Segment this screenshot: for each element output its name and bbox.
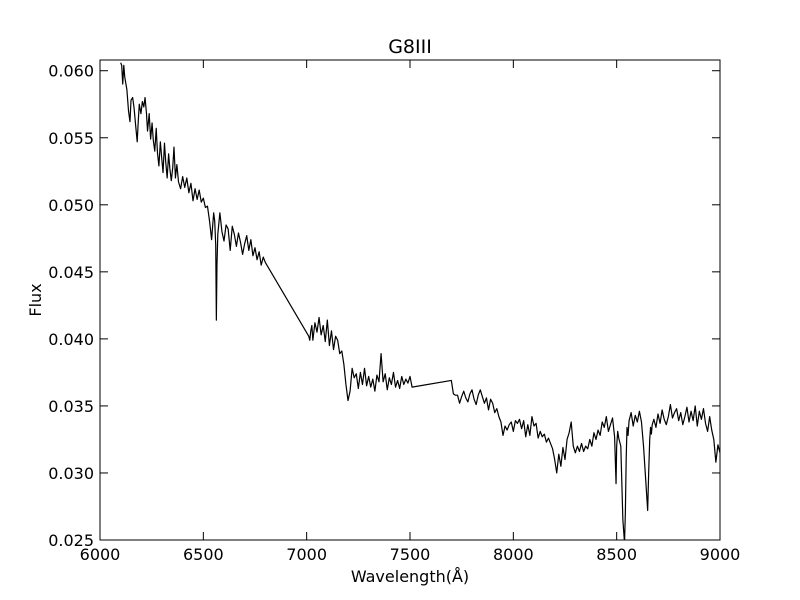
x-tick-label: 6000: [80, 545, 121, 564]
x-tick-label: 8000: [493, 545, 534, 564]
y-tick-label: 0.045: [48, 263, 94, 282]
series-layer: [120, 62, 720, 540]
y-tick-label: 0.050: [48, 196, 94, 215]
y-tick-label: 0.060: [48, 62, 94, 81]
y-axis-label: Flux: [26, 283, 45, 316]
y-tick-label: 0.035: [48, 397, 94, 416]
x-axis: 6000 6500 7000 7500 8000 8500 9000: [80, 60, 741, 564]
plot-area: [99, 59, 721, 541]
y-axis: 0.025 0.030 0.035 0.040 0.045 0.050 0.055 0.060: [48, 62, 720, 550]
y-tick-label: 0.055: [48, 129, 94, 148]
y-tick-label: 0.025: [48, 531, 94, 550]
x-axis-label: Wavelength(Å): [351, 567, 469, 586]
chart-title: G8III: [388, 36, 432, 58]
x-tick-label: 7000: [286, 545, 327, 564]
x-tick-label: 8500: [596, 545, 637, 564]
x-tick-label: 7500: [390, 545, 431, 564]
x-tick-label: 9000: [700, 545, 741, 564]
y-tick-label: 0.040: [48, 330, 94, 349]
series-line-0: [120, 62, 720, 540]
y-tick-label: 0.030: [48, 464, 94, 483]
x-tick-label: 6500: [183, 545, 224, 564]
plot-background: [100, 60, 720, 540]
